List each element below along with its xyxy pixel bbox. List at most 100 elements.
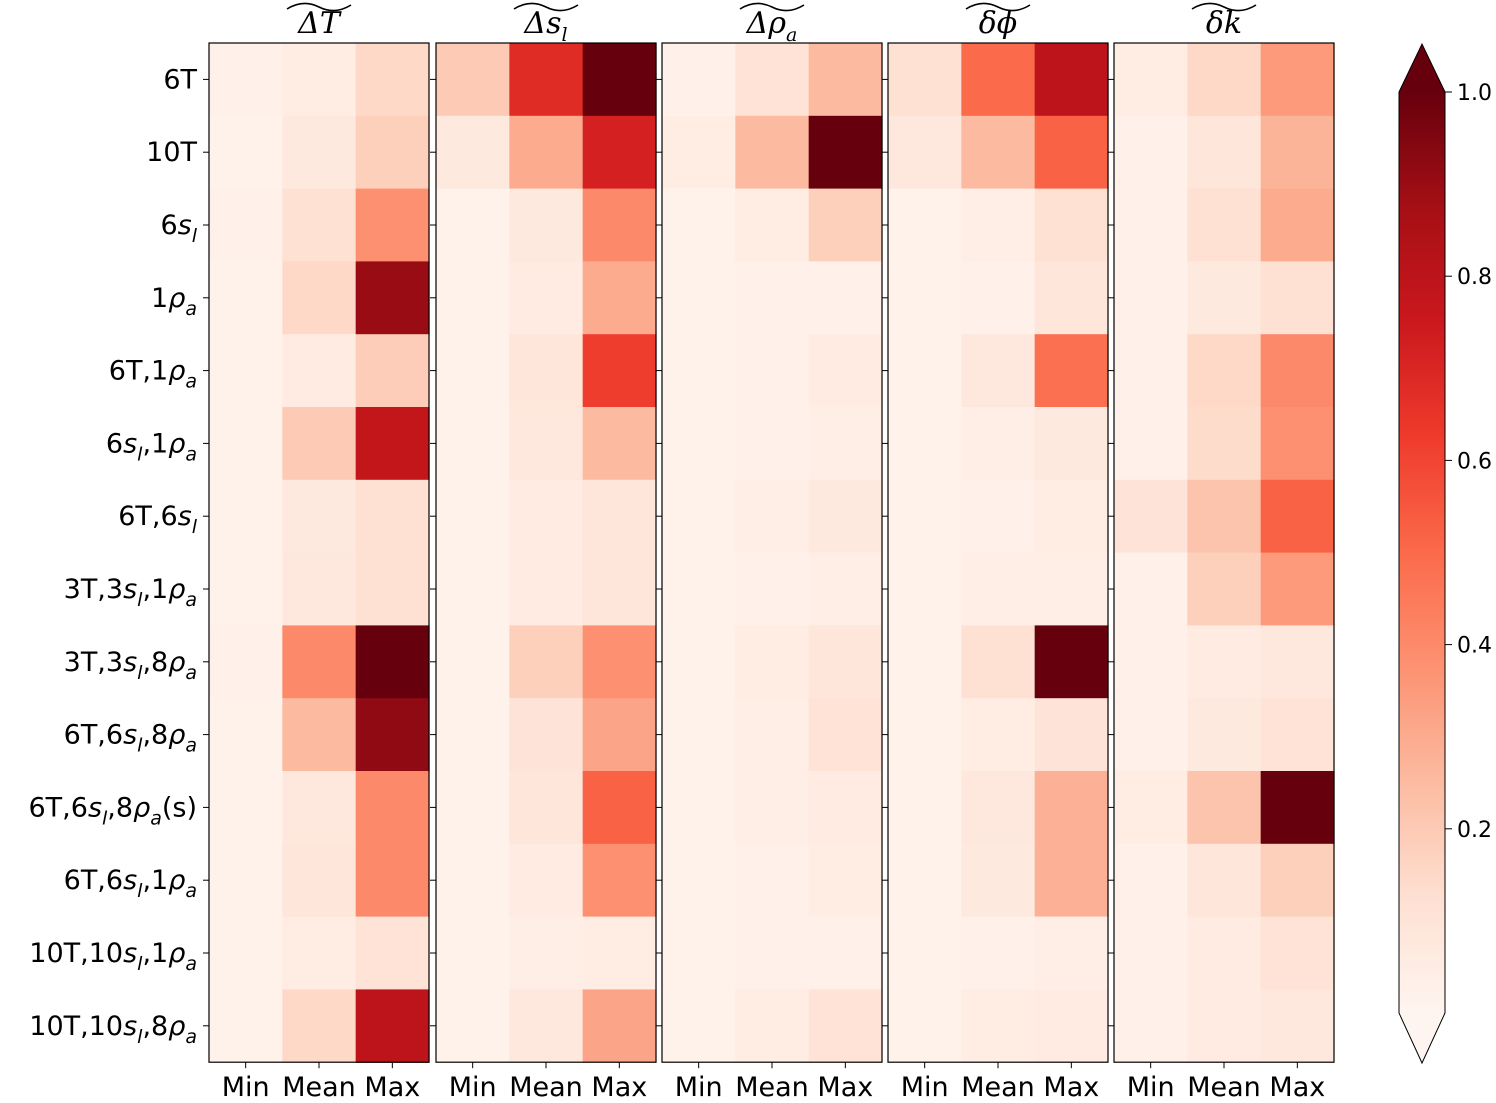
cell-k-r4-max xyxy=(1260,334,1335,408)
cell-s-l-r1-max xyxy=(582,115,657,190)
cell-s-l-r0-min xyxy=(436,43,510,117)
cell--r9-mean xyxy=(961,698,1036,772)
cell-k-r13-min xyxy=(1114,989,1188,1063)
cell-t-r4-mean xyxy=(282,334,357,408)
row-label-2: 6sl​ xyxy=(160,210,197,247)
cell--r10-min xyxy=(888,771,962,845)
cell--r4-max xyxy=(1034,334,1109,408)
column-labels: Min Mean Max Min Mean Max Min Mean Max Min Mean Max… xyxy=(222,1072,1326,1103)
cell-t-r6-max xyxy=(355,479,430,554)
colorbar-tick-label-0.8: 0.8 xyxy=(1457,265,1492,290)
cell-a-r0-min xyxy=(662,43,736,117)
colorbar-tick-label-0.2: 0.2 xyxy=(1457,818,1492,843)
colorbar-tick-label-1.0: 1.0 xyxy=(1457,81,1492,106)
cell--r6-min xyxy=(888,479,962,554)
cell--r13-min xyxy=(888,989,962,1063)
colorbar-outline xyxy=(1398,42,1446,1065)
cell-k-r8-max xyxy=(1260,625,1335,699)
cell-s-l-r3-min xyxy=(436,261,510,335)
cell-s-l-r3-mean xyxy=(509,261,584,335)
cell-k-r9-mean xyxy=(1187,698,1262,772)
cell-a-r4-mean xyxy=(735,334,810,408)
cell--r2-max xyxy=(1034,188,1109,262)
cell-s-l-r13-min xyxy=(436,989,510,1063)
cell-t-r13-max xyxy=(355,989,430,1063)
column-label-min: Min xyxy=(901,1072,949,1103)
row-label-6: 6T,6sl​ xyxy=(118,501,198,538)
cell--r10-max xyxy=(1034,771,1109,845)
cell--r3-max xyxy=(1034,261,1109,335)
cell-a-r2-min xyxy=(662,188,736,262)
cell--r10-mean xyxy=(961,771,1036,845)
cell-s-l-r11-max xyxy=(582,843,657,918)
cell-t-r9-max xyxy=(355,698,430,772)
cell-t-r0-min xyxy=(209,43,283,117)
column-label-mean: Mean xyxy=(1187,1072,1261,1103)
cell--r9-min xyxy=(888,698,962,772)
cell-a-r10-max xyxy=(808,771,883,845)
cell--r4-min xyxy=(888,334,962,408)
cell-s-l-r4-max xyxy=(582,334,657,408)
cell-k-r13-max xyxy=(1260,989,1335,1063)
cell-t-r6-min xyxy=(209,479,283,554)
cell--r2-min xyxy=(888,188,962,262)
cell-t-r10-mean xyxy=(282,771,357,845)
cell-t-r1-min xyxy=(209,115,283,190)
cell--r13-mean xyxy=(961,989,1036,1063)
cell-s-l-r1-mean xyxy=(509,115,584,190)
cell-k-r8-mean xyxy=(1187,625,1262,699)
cell-t-r0-max xyxy=(355,43,430,117)
cell-t-r12-min xyxy=(209,916,283,990)
row-label-10: 6T,6sl​,8ρa​(s) xyxy=(29,792,198,829)
cell-k-r2-max xyxy=(1260,188,1335,262)
cell-a-r10-mean xyxy=(735,771,810,845)
cell-s-l-r5-max xyxy=(582,407,657,481)
row-label-0: 6T xyxy=(163,64,197,95)
cell-t-r10-min xyxy=(209,771,283,845)
cell-s-l-r5-min xyxy=(436,407,510,481)
cell--r5-mean xyxy=(961,407,1036,481)
cell-s-l-r0-mean xyxy=(509,43,584,117)
row-label-3: 1ρa​ xyxy=(151,283,197,320)
heatmap-cells xyxy=(209,43,1335,1063)
cell-s-l-r1-min xyxy=(436,115,510,190)
column-label-min: Min xyxy=(449,1072,497,1103)
panel-title-3: δϕ xyxy=(979,6,1018,41)
cell-t-r3-max xyxy=(355,261,430,335)
cell-k-r4-mean xyxy=(1187,334,1262,408)
column-label-min: Min xyxy=(222,1072,270,1103)
cell--r12-max xyxy=(1034,916,1109,990)
cell--r0-max xyxy=(1034,43,1109,117)
cell-a-r11-min xyxy=(662,843,736,918)
cell-t-r2-max xyxy=(355,188,430,262)
cell-k-r12-min xyxy=(1114,916,1188,990)
cell-a-r11-mean xyxy=(735,843,810,918)
cell-t-r7-min xyxy=(209,552,283,626)
cell-k-r0-min xyxy=(1114,43,1188,117)
tilde-accent xyxy=(286,2,352,12)
cell-s-l-r7-min xyxy=(436,552,510,626)
cell-s-l-r2-mean xyxy=(509,188,584,262)
cell-k-r6-max xyxy=(1260,479,1335,554)
column-label-min: Min xyxy=(1127,1072,1175,1103)
tilde-accent xyxy=(739,2,805,12)
cell-k-r6-mean xyxy=(1187,479,1262,554)
cell-k-r4-min xyxy=(1114,334,1188,408)
cell-k-r1-mean xyxy=(1187,115,1262,190)
cell-a-r6-mean xyxy=(735,479,810,554)
cell-t-r9-mean xyxy=(282,698,357,772)
cell-t-r5-max xyxy=(355,407,430,481)
tilde-accent xyxy=(513,2,579,12)
cell--r5-min xyxy=(888,407,962,481)
cell-s-l-r6-mean xyxy=(509,479,584,554)
cell-a-r1-min xyxy=(662,115,736,190)
cell-s-l-r11-mean xyxy=(509,843,584,918)
panel-title-2: Δρa​ xyxy=(746,6,798,46)
cell-a-r0-max xyxy=(808,43,883,117)
cell-k-r3-max xyxy=(1260,261,1335,335)
cell-s-l-r10-mean xyxy=(509,771,584,845)
cell-k-r7-max xyxy=(1260,552,1335,626)
cell-a-r4-max xyxy=(808,334,883,408)
cell-a-r9-mean xyxy=(735,698,810,772)
colorbar-tick-label-0.4: 0.4 xyxy=(1457,634,1492,659)
